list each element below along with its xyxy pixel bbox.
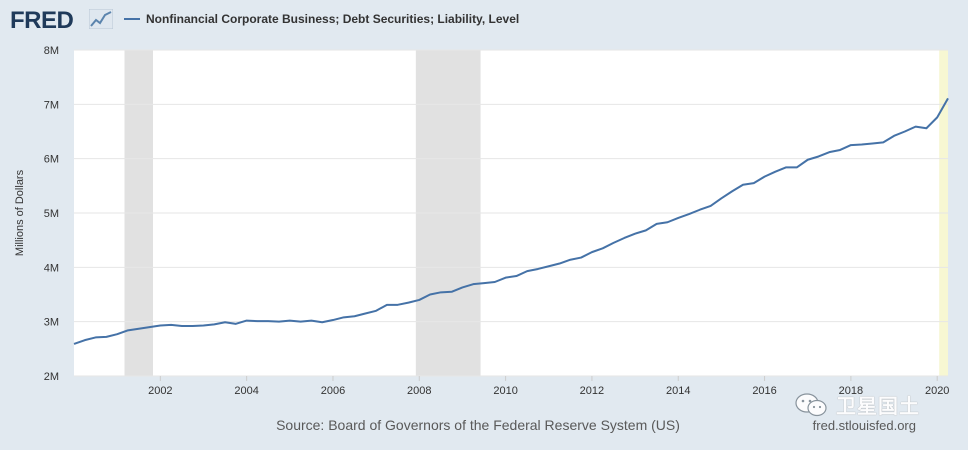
- series-layer: [73, 97, 949, 345]
- x-tick-label: 2010: [493, 385, 517, 397]
- source-note: Source: Board of Governors of the Federa…: [0, 417, 968, 433]
- y-axis-label: Millions of Dollars: [14, 169, 26, 256]
- y-tick-label: 7M: [44, 99, 59, 111]
- x-tick-label: 2016: [752, 385, 776, 397]
- watermark-text: 卫星国土: [836, 394, 920, 418]
- grid-lines: [74, 49, 948, 377]
- site-url[interactable]: fred.stlouisfed.org: [812, 418, 916, 433]
- x-tick-label: 2012: [580, 385, 604, 397]
- watermark: 卫星国土: [794, 390, 920, 419]
- series-line[interactable]: [73, 97, 949, 345]
- legend-series-label[interactable]: Nonfinancial Corporate Business; Debt Se…: [146, 12, 520, 26]
- fred-logo[interactable]: FRED: [10, 7, 74, 34]
- y-tick-label: 8M: [44, 45, 59, 57]
- x-tick-label: 2018: [839, 385, 863, 397]
- y-axis: 2M 3M 4M 5M 6M 7M 8M: [44, 45, 59, 383]
- chat-bubbles-icon: [795, 392, 827, 416]
- x-tick-label: 2006: [321, 385, 345, 397]
- x-axis: 2002 2004 2006 2008 2010 2012 2014 2016 2018 2020: [148, 376, 949, 397]
- x-tick-label: 2020: [925, 385, 949, 397]
- y-tick-label: 6M: [44, 154, 59, 166]
- source-text: Source: Board of Governors of the Federa…: [276, 417, 680, 433]
- x-tick-label: 2002: [148, 385, 172, 397]
- y-tick-label: 3M: [44, 317, 59, 329]
- x-tick-label: 2014: [666, 385, 690, 397]
- y-tick-label: 5M: [44, 208, 59, 220]
- x-tick-label: 2004: [234, 385, 258, 397]
- y-tick-label: 2M: [44, 371, 59, 383]
- chart-legend: Nonfinancial Corporate Business; Debt Se…: [124, 12, 519, 26]
- fred-logo-graph-icon: [89, 9, 113, 29]
- chart-header: FRED Nonfinancial Corporate Business; De…: [0, 0, 968, 40]
- legend-swatch: [124, 18, 140, 20]
- x-tick-label: 2008: [407, 385, 431, 397]
- y-tick-label: 4M: [44, 262, 59, 274]
